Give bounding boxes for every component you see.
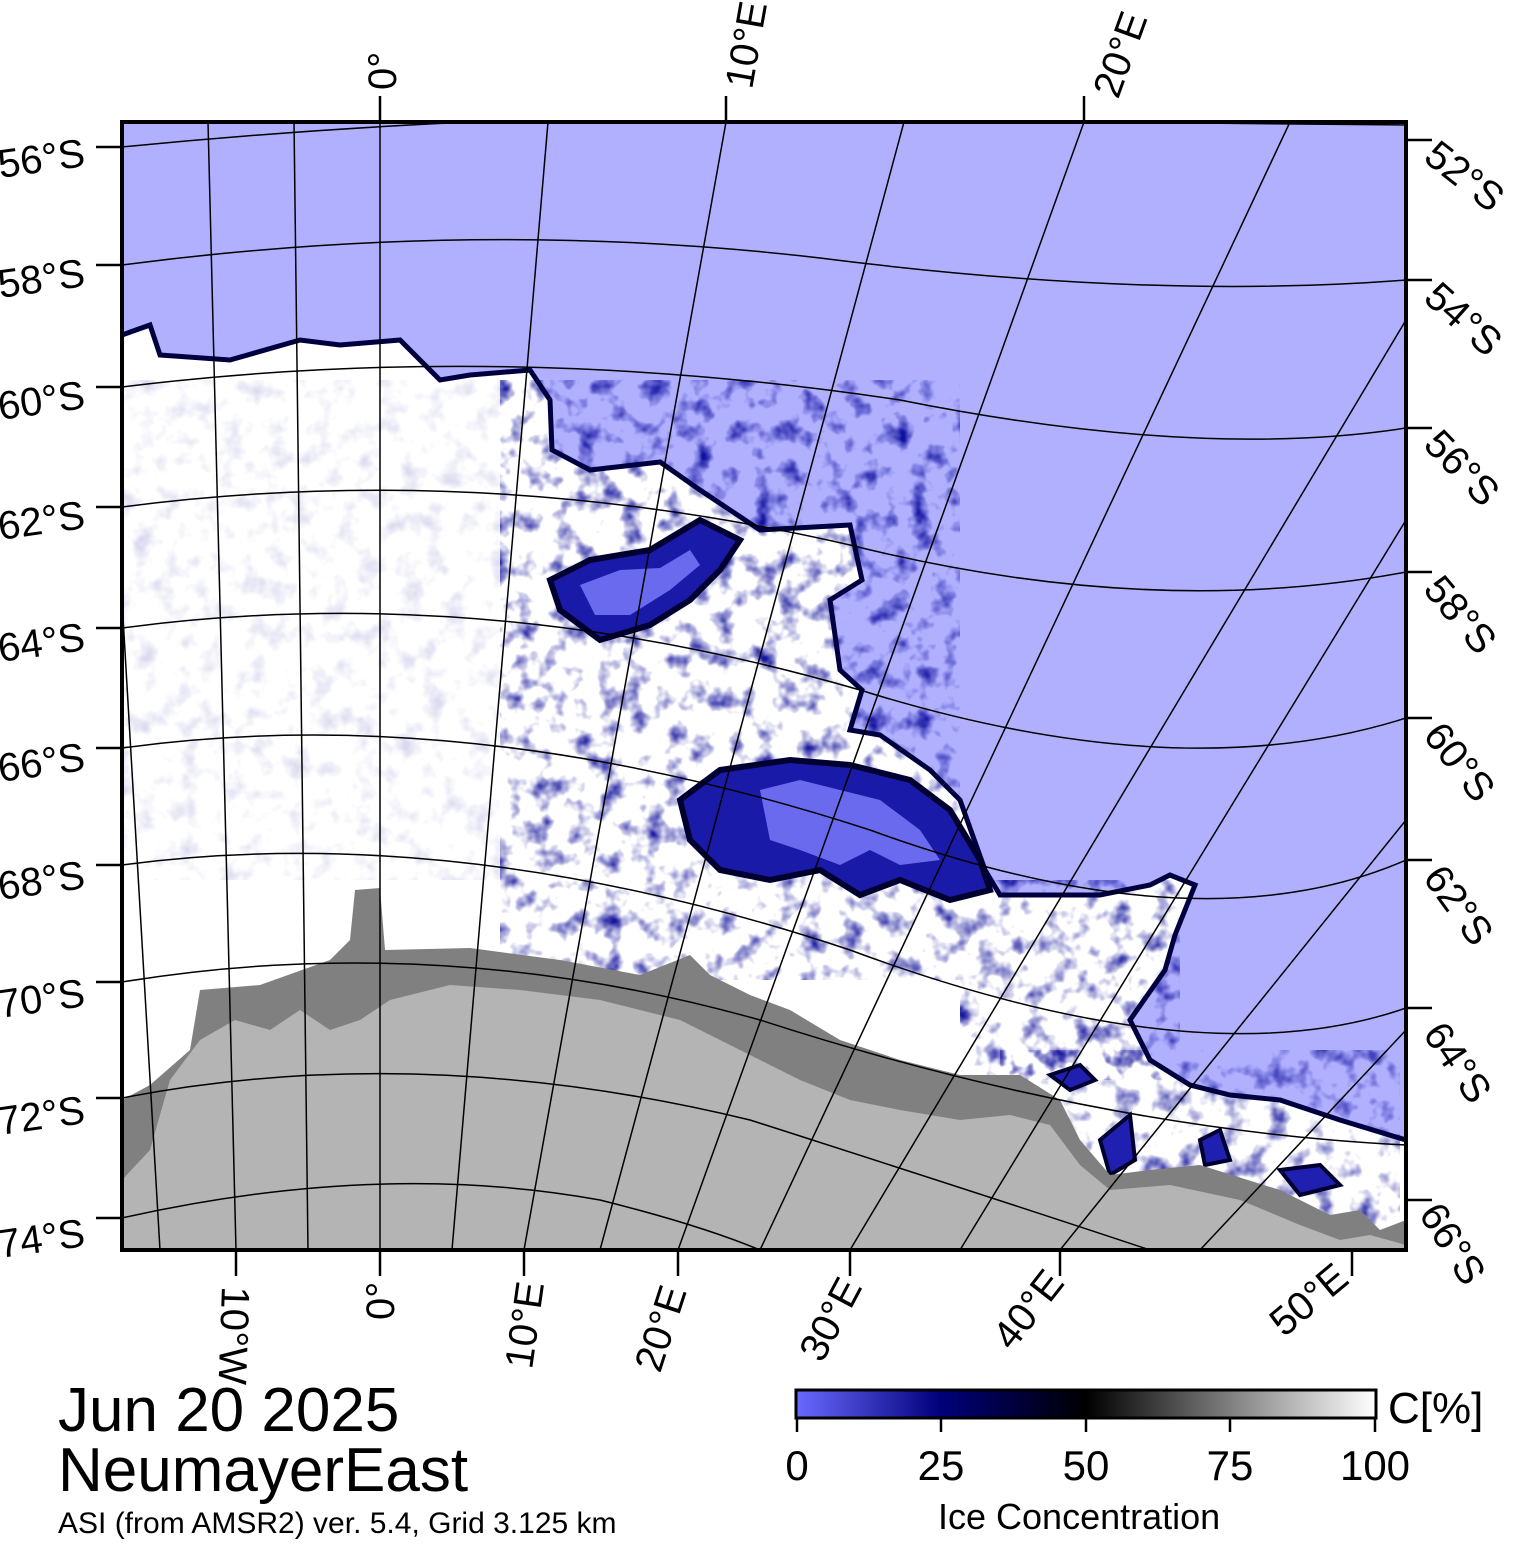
- latitude-graticule: [122, 122, 1406, 1250]
- lat-label-right: 66°S: [1410, 1195, 1494, 1292]
- colorbar-tick-label: 25: [917, 1442, 965, 1489]
- frame-ticks: [96, 96, 1432, 1276]
- lat-label-right: 60°S: [1415, 714, 1503, 810]
- lat-label-left: 56°S: [0, 131, 88, 187]
- lat-label-left: 58°S: [0, 251, 88, 307]
- colorbar-title: Ice Concentration: [938, 1496, 1221, 1537]
- colorbar-ticks: [795, 1418, 1377, 1432]
- data-source-label: ASI (from AMSR2) ver. 5.4, Grid 3.125 km: [58, 1507, 617, 1540]
- lon-label-bottom: 10°W: [210, 1286, 257, 1386]
- region-label: NeumayerEast: [58, 1436, 469, 1505]
- lat-label-left: 72°S: [0, 1088, 88, 1144]
- colorbar-tick-label: 100: [1339, 1442, 1411, 1489]
- lat-label-right: 56°S: [1416, 422, 1508, 515]
- lat-label-left: 68°S: [0, 853, 88, 909]
- date-label: Jun 20 2025: [58, 1376, 400, 1445]
- polynya-central-core: [760, 780, 940, 865]
- lon-label-bottom: 40°E: [984, 1262, 1072, 1358]
- lon-label-bottom: 0°: [359, 1282, 403, 1320]
- polynya-north-core: [580, 550, 700, 615]
- lat-label-right: 62°S: [1415, 857, 1502, 953]
- lat-label-left: 64°S: [0, 615, 88, 671]
- lat-label-right: 52°S: [1416, 132, 1512, 220]
- latitude-labels-right: 52°S 54°S 56°S 58°S 60°S 62°S 64°S 66°S: [1410, 132, 1512, 1292]
- lon-label-bottom: 10°E: [497, 1279, 553, 1371]
- colorbar-unit: C[%]: [1388, 1384, 1484, 1433]
- colorbar-tick-label: 50: [1062, 1442, 1110, 1489]
- lat-label-left: 62°S: [0, 493, 88, 549]
- colorbar-tick-label: 75: [1206, 1442, 1254, 1489]
- lon-label-bottom: 20°E: [627, 1280, 696, 1377]
- lat-label-left: 60°S: [0, 373, 88, 429]
- longitude-labels-top: 0° 10°E 20°E: [361, 0, 1156, 103]
- lon-label-top: 10°E: [718, 0, 776, 92]
- colorbar-tick-label: 0: [785, 1442, 809, 1489]
- lat-label-left: 74°S: [0, 1211, 88, 1267]
- lat-label-right: 58°S: [1415, 568, 1505, 663]
- lat-label-right: 64°S: [1415, 1014, 1500, 1111]
- map-frame: [120, 120, 1408, 1252]
- lon-label-top: 0°: [361, 52, 405, 90]
- lat-label-right: 54°S: [1416, 274, 1510, 365]
- longitude-labels-bottom: 10°W 0° 10°E 20°E 30°E 40°E 50°E: [210, 1255, 1357, 1385]
- lon-label-bottom: 30°E: [791, 1271, 871, 1369]
- lat-label-left: 66°S: [0, 735, 88, 791]
- longitude-graticule: [122, 122, 1406, 1250]
- lon-label-bottom: 50°E: [1262, 1255, 1357, 1345]
- latitude-labels-left: 56°S 58°S 60°S 62°S 64°S 66°S 68°S 70°S …: [0, 131, 88, 1267]
- lat-label-left: 70°S: [0, 971, 88, 1027]
- polynya-east: [1045, 1062, 1344, 1198]
- lon-label-top: 20°E: [1085, 6, 1156, 103]
- colorbar: [794, 1388, 1378, 1420]
